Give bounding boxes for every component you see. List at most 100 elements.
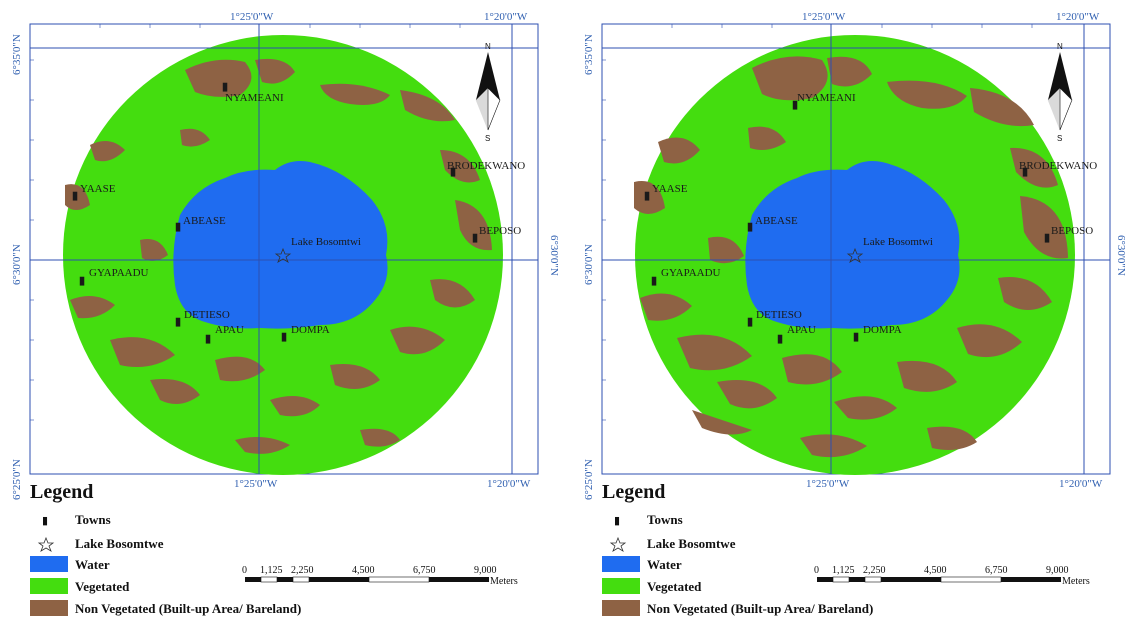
- town-apau: ▮ APAU: [777, 324, 816, 345]
- bottom-right-lon-label: 1°20'0"W: [1059, 478, 1103, 490]
- svg-text:Non Vegetated (Built-up Area/: Non Vegetated (Built-up Area/ Bareland): [75, 601, 301, 616]
- town-marker-icon: ▮: [614, 515, 620, 527]
- svg-text:▮: ▮: [175, 316, 181, 328]
- svg-text:▮: ▮: [1022, 166, 1028, 178]
- frame-ticks: [30, 24, 461, 421]
- top-left-lon-label: 1°25'0"W: [230, 11, 274, 23]
- star-icon: [274, 247, 292, 263]
- svg-text:4,500: 4,500: [924, 565, 947, 576]
- left-top-lat-label: 6°35'0"N: [583, 34, 595, 75]
- legend-item-water: Water: [602, 556, 682, 572]
- town-gyapaadu: ▮ GYAPAADU: [79, 267, 149, 287]
- svg-text:6,750: 6,750: [413, 565, 436, 576]
- svg-text:BEPOSO: BEPOSO: [479, 225, 521, 237]
- town-abease: ▮ ABEASE: [747, 215, 798, 233]
- town-nyameani: ▮ NYAMEANI: [792, 92, 856, 111]
- map-panel-right: 1°25'0"W 1°20'0"W 1°25'0"W 1°20'0"W 6°35…: [572, 0, 1125, 619]
- town-marker-icon: ▮: [42, 515, 48, 527]
- svg-text:YAASE: YAASE: [652, 183, 688, 195]
- svg-text:▮: ▮: [472, 232, 478, 244]
- left-mid-lat-label: 6°30'0"N: [11, 244, 23, 285]
- town-detieso: ▮ DETIESO: [175, 309, 230, 328]
- left-top-lat-label: 6°35'0"N: [11, 34, 23, 75]
- svg-text:APAU: APAU: [787, 324, 816, 336]
- north-arrow: N S: [1047, 42, 1073, 143]
- svg-text:▮: ▮: [792, 99, 798, 111]
- water-swatch: [602, 556, 640, 572]
- legend-item-lake: Lake Bosomtwe: [609, 536, 736, 552]
- town-apau: ▮ APAU: [205, 324, 244, 345]
- star-icon: [846, 247, 864, 263]
- svg-text:YAASE: YAASE: [80, 183, 116, 195]
- svg-text:▮: ▮: [205, 333, 211, 345]
- svg-text:DETIESO: DETIESO: [184, 309, 230, 321]
- svg-text:Towns: Towns: [75, 512, 111, 527]
- svg-text:▮: ▮: [1044, 232, 1050, 244]
- svg-text:0: 0: [242, 565, 247, 576]
- svg-text:1,125: 1,125: [832, 565, 855, 576]
- top-right-lon-label: 1°20'0"W: [484, 11, 528, 23]
- water-swatch: [30, 556, 68, 572]
- north-arrow: N S: [475, 42, 501, 143]
- svg-text:GYAPAADU: GYAPAADU: [89, 267, 149, 279]
- svg-text:2,250: 2,250: [863, 565, 886, 576]
- scale-bar: 0 1,125 2,250 4,500 6,750 9,000 Meters: [242, 565, 518, 587]
- svg-text:BEPOSO: BEPOSO: [1051, 225, 1093, 237]
- svg-text:Water: Water: [647, 557, 682, 572]
- svg-text:▮: ▮: [853, 331, 859, 343]
- svg-text:▮: ▮: [72, 190, 78, 202]
- map-svg-right: 1°25'0"W 1°20'0"W 1°25'0"W 1°20'0"W 6°35…: [583, 11, 1125, 616]
- top-right-lon-label: 1°20'0"W: [1056, 11, 1100, 23]
- svg-text:ABEASE: ABEASE: [183, 215, 226, 227]
- svg-text:ABEASE: ABEASE: [755, 215, 798, 227]
- town-detieso: ▮ DETIESO: [747, 309, 802, 328]
- top-left-lon-label: 1°25'0"W: [802, 11, 846, 23]
- vegetated-swatch: [602, 578, 640, 594]
- town-gyapaadu: ▮ GYAPAADU: [651, 267, 721, 287]
- map-svg-left: 1°25'0"W 1°20'0"W 1°25'0"W 1°20'0"W 6°35…: [11, 11, 560, 616]
- svg-text:Lake Bosomtwi: Lake Bosomtwi: [863, 236, 933, 248]
- svg-text:NYAMEANI: NYAMEANI: [225, 92, 284, 104]
- bottom-left-lon-label: 1°25'0"W: [806, 478, 850, 490]
- svg-text:▮: ▮: [450, 166, 456, 178]
- svg-text:2,250: 2,250: [291, 565, 314, 576]
- north-arrow-icon: [476, 52, 500, 100]
- svg-text:BRODEKWANO: BRODEKWANO: [447, 160, 525, 172]
- svg-text:Meters: Meters: [1062, 576, 1090, 587]
- svg-text:▮: ▮: [747, 221, 753, 233]
- legend-item-non-vegetated: Non Vegetated (Built-up Area/ Bareland): [30, 600, 301, 616]
- bottom-left-lon-label: 1°25'0"W: [234, 478, 278, 490]
- svg-text:▮: ▮: [175, 221, 181, 233]
- right-mid-lat-label: 6°30'0"N: [1115, 235, 1125, 276]
- right-mid-lat-label: 6°30'0"N: [548, 235, 560, 276]
- bottom-right-lon-label: 1°20'0"W: [487, 478, 531, 490]
- lake-bosomtwi-water: [173, 161, 388, 329]
- svg-text:▮: ▮: [747, 316, 753, 328]
- non-vegetated-swatch: [602, 600, 640, 616]
- svg-text:DETIESO: DETIESO: [756, 309, 802, 321]
- svg-text:APAU: APAU: [215, 324, 244, 336]
- frame-ticks: [602, 24, 1033, 421]
- svg-text:Non Vegetated (Built-up Area/: Non Vegetated (Built-up Area/ Bareland): [647, 601, 873, 616]
- lake-bosomtwi-marker: Lake Bosomtwi: [274, 236, 361, 263]
- svg-text:▮: ▮: [222, 81, 228, 93]
- north-arrow-icon: [1048, 52, 1072, 100]
- legend-title: Legend: [30, 481, 93, 503]
- left-mid-lat-label: 6°30'0"N: [583, 244, 595, 285]
- svg-text:9,000: 9,000: [474, 565, 497, 576]
- svg-text:6,750: 6,750: [985, 565, 1008, 576]
- svg-text:Lake Bosomtwe: Lake Bosomtwe: [75, 536, 164, 551]
- legend-item-vegetated: Vegetated: [602, 578, 702, 594]
- svg-text:0: 0: [814, 565, 819, 576]
- town-brodekwano: ▮ BRODEKWANO: [447, 160, 525, 178]
- non-vegetated-patches: [65, 58, 492, 454]
- non-vegetated-swatch: [30, 600, 68, 616]
- town-beposo: ▮ BEPOSO: [1044, 225, 1093, 244]
- svg-text:▮: ▮: [644, 190, 650, 202]
- svg-text:NYAMEANI: NYAMEANI: [797, 92, 856, 104]
- town-nyameani: ▮ NYAMEANI: [222, 81, 284, 104]
- legend-item-towns: ▮ Towns: [42, 512, 111, 527]
- legend-item-non-vegetated: Non Vegetated (Built-up Area/ Bareland): [602, 600, 873, 616]
- svg-text:BRODEKWANO: BRODEKWANO: [1019, 160, 1097, 172]
- left-bottom-lat-label: 6°25'0"N: [583, 459, 595, 500]
